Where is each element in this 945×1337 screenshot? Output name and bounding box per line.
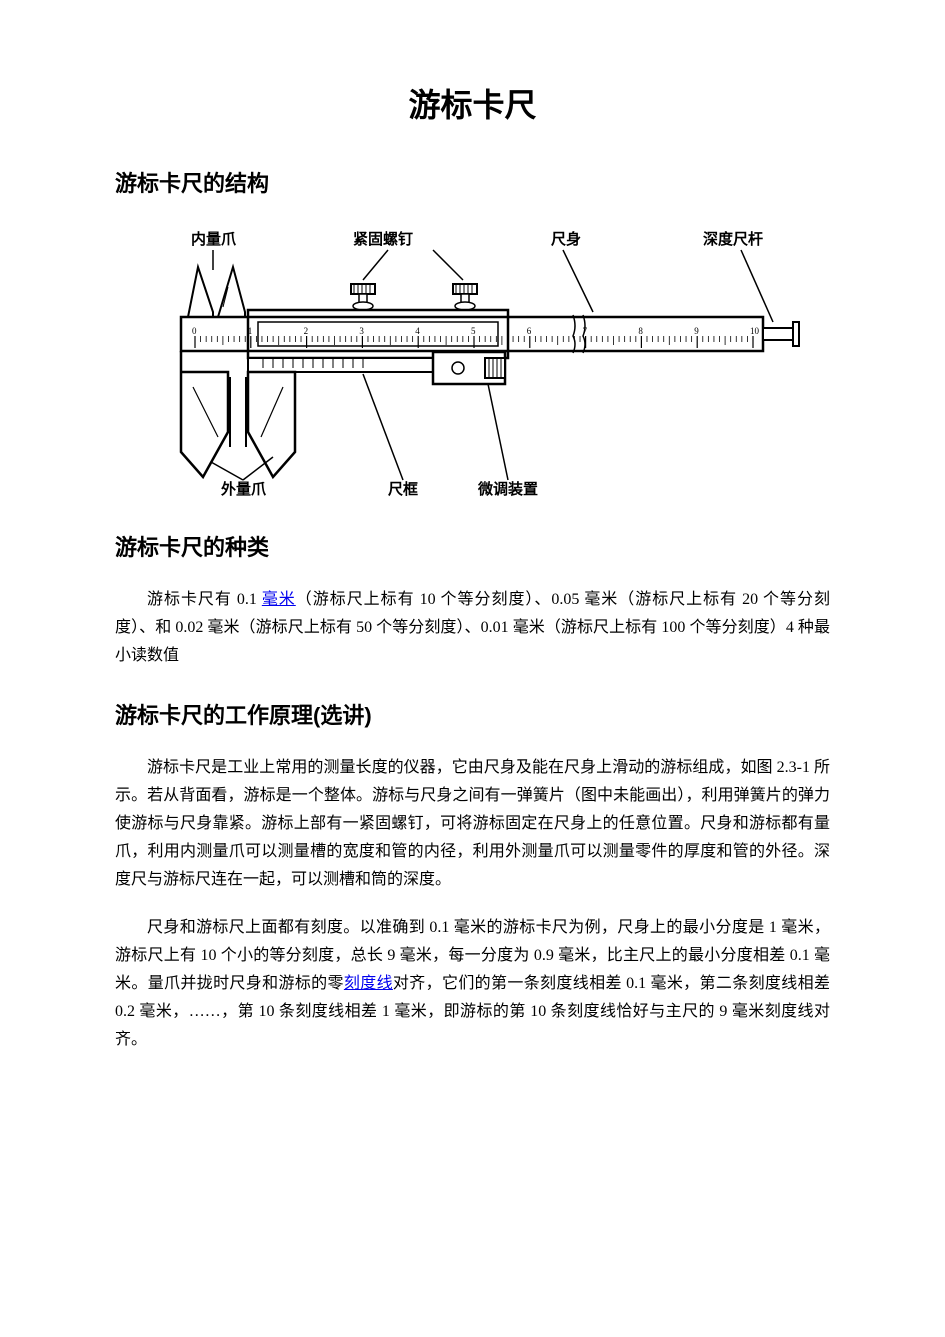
fine-adjust — [433, 352, 505, 384]
heading-structure: 游标卡尺的结构 — [115, 166, 830, 198]
label-main-scale: 尺身 — [551, 230, 581, 248]
depth-rod — [763, 322, 799, 346]
lock-screws — [351, 284, 477, 310]
paragraph-principle-1: 游标卡尺是工业上常用的测量长度的仪器，它由尺身及能在尺身上滑动的游标组成，如图 … — [115, 754, 830, 894]
inner-jaws — [188, 267, 245, 317]
svg-text:2: 2 — [303, 326, 308, 336]
heading-principle: 游标卡尺的工作原理(选讲) — [115, 698, 830, 730]
svg-text:5: 5 — [471, 326, 476, 336]
text-types-a: 游标卡尺有 0.1 — [147, 591, 262, 608]
paragraph-principle-2: 尺身和游标尺上面都有刻度。以准确到 0.1 毫米的游标卡尺为例，尺身上的最小分度… — [115, 914, 830, 1054]
svg-text:4: 4 — [415, 326, 420, 336]
svg-text:8: 8 — [638, 326, 643, 336]
paragraph-types: 游标卡尺有 0.1 毫米（游标尺上标有 10 个等分刻度）、0.05 毫米（游标… — [115, 586, 830, 670]
label-depth-rod: 深度尺杆 — [703, 230, 763, 248]
link-mm[interactable]: 毫米 — [262, 591, 296, 608]
caliper-diagram: 内量爪 紧固螺钉 尺身 深度尺杆 — [133, 222, 813, 502]
svg-text:10: 10 — [750, 326, 760, 336]
heading-types: 游标卡尺的种类 — [115, 530, 830, 562]
page-title: 游标卡尺 — [115, 80, 830, 126]
svg-text:6: 6 — [526, 326, 531, 336]
label-frame: 尺框 — [388, 480, 418, 498]
svg-text:7: 7 — [582, 326, 587, 336]
main-scale-body: 012345678910 — [181, 315, 763, 353]
label-fine-adjust: 微调装置 — [477, 480, 538, 498]
caliper-svg: 内量爪 紧固螺钉 尺身 深度尺杆 — [133, 222, 813, 502]
link-scale-line[interactable]: 刻度线 — [344, 975, 393, 992]
label-outer-jaw: 外量爪 — [220, 480, 267, 498]
svg-text:9: 9 — [694, 326, 699, 336]
svg-text:0: 0 — [192, 326, 197, 336]
label-inner-jaw: 内量爪 — [191, 230, 237, 248]
svg-text:3: 3 — [359, 326, 364, 336]
label-lock-screw: 紧固螺钉 — [353, 230, 413, 248]
